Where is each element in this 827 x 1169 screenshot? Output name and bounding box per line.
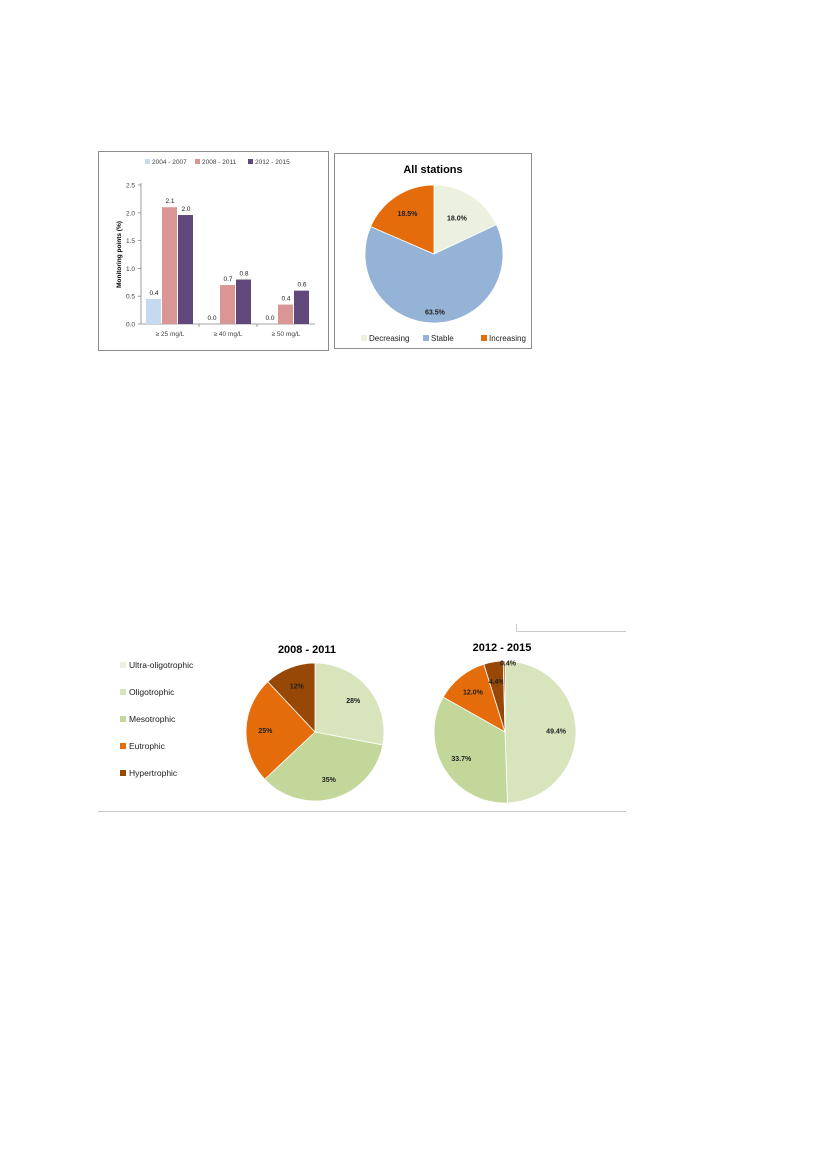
- legend-label: 2012 - 2015: [255, 159, 290, 166]
- legend-label: Increasing: [489, 334, 526, 343]
- bar: [220, 285, 235, 324]
- legend-swatch: [423, 335, 429, 341]
- bar-chart-panel: 2004 - 2007 2008 - 2011 2012 - 2015 0.0 0.5 1…: [98, 151, 329, 351]
- legend-swatch: [120, 743, 126, 749]
- pie-slice-label: 28%: [346, 698, 361, 705]
- legend-swatch: [145, 159, 150, 164]
- bar-chart: 2004 - 2007 2008 - 2011 2012 - 2015 0.0 0.5 1…: [116, 159, 315, 338]
- y-axis-title: Monitoring points (%): [116, 221, 123, 288]
- legend-swatch: [361, 335, 367, 341]
- y-tick-label: 1.0: [126, 266, 135, 273]
- pie-slice: [267, 662, 316, 734]
- pie-slice-label: 18.5%: [398, 211, 419, 218]
- bar-value-label: 0.0: [207, 315, 216, 322]
- legend-swatch: [120, 662, 126, 668]
- y-tick-label: 2.0: [126, 210, 135, 217]
- pie-slice-label: 18.0%: [447, 215, 468, 222]
- pie-slice-label: 0.4%: [500, 661, 517, 668]
- x-tick-label: ≥ 25 mg/L: [156, 331, 185, 338]
- pie-slice: [314, 662, 385, 746]
- bar-value-label: 0.7: [223, 276, 232, 283]
- legend-label: Decreasing: [369, 334, 409, 343]
- divider-line: [516, 624, 517, 632]
- y-tick-label: 2.5: [126, 183, 135, 190]
- bar-value-label: 0.0: [265, 315, 274, 322]
- y-tick-label: 1.5: [126, 238, 135, 245]
- bar-value-label: 0.8: [239, 271, 248, 278]
- pie-slice: [370, 184, 435, 255]
- bar-value-label: 0.6: [297, 282, 306, 289]
- x-tick-label: ≥ 40 mg/L: [214, 331, 243, 338]
- legend-swatch: [481, 335, 487, 341]
- pie-slice: [504, 660, 577, 804]
- pie-slice-label: 12.0%: [463, 690, 484, 697]
- pie-slice-label: 25%: [258, 728, 273, 735]
- legend-label: Hypertrophic: [129, 768, 178, 778]
- pie-slice: [433, 696, 508, 804]
- pie-slice-label: 33.7%: [451, 756, 472, 763]
- divider-line: [516, 631, 626, 632]
- chart-title: 2012 - 2015: [473, 642, 532, 654]
- chart-title: 2008 - 2011: [278, 644, 336, 656]
- chart-title: All stations: [403, 164, 462, 176]
- pie-slice: [264, 731, 384, 802]
- pie-slice: [364, 224, 504, 324]
- all-stations-pie-panel: All stations 18.0% 63.5% 18.5% Decreasing Sta…: [334, 153, 532, 349]
- pie-slice: [245, 681, 316, 780]
- y-tick-label: 0.0: [126, 322, 135, 329]
- bar: [278, 304, 293, 324]
- bar-value-label: 2.0: [181, 206, 190, 213]
- legend-swatch: [120, 770, 126, 776]
- bar: [146, 298, 161, 324]
- x-tick-label: ≥ 50 mg/L: [272, 331, 301, 338]
- bar-value-label: 0.4: [281, 296, 290, 303]
- legend-swatch: [120, 716, 126, 722]
- bar: [162, 207, 177, 324]
- legend-label: Ultra-oligotrophic: [129, 660, 194, 670]
- pie-slice: [433, 184, 497, 255]
- legend-label: Eutrophic: [129, 741, 166, 751]
- pie-slice-label: 49.4%: [546, 729, 567, 736]
- legend-label: 2008 - 2011: [202, 159, 237, 166]
- bar-value-label: 2.1: [165, 198, 174, 205]
- legend-swatch: [120, 689, 126, 695]
- pie-slice: [502, 660, 506, 733]
- pie-slice-label: 35%: [322, 777, 337, 784]
- bar-value-label: 0.4: [149, 290, 158, 297]
- legend-label: Mesotrophic: [129, 714, 176, 724]
- legend-label: Oligotrophic: [129, 687, 175, 697]
- divider-line: [98, 811, 382, 812]
- pie-slice-label: 4.4%: [489, 679, 506, 686]
- trophic-pies-panel: Ultra-oligotrophic Oligotrophic Mesotrophi…: [98, 628, 628, 814]
- pie-slice-label: 63.5%: [425, 309, 446, 316]
- legend-swatch: [195, 159, 200, 164]
- y-tick-label: 0.5: [126, 294, 135, 301]
- legend-swatch: [248, 159, 253, 164]
- legend-label: Stable: [431, 334, 454, 343]
- all-stations-pie-chart: All stations 18.0% 63.5% 18.5% Decreasing Sta…: [361, 164, 526, 343]
- legend-label: 2004 - 2007: [152, 159, 187, 166]
- bar: [178, 215, 193, 324]
- bar: [236, 279, 251, 324]
- trophic-pie-charts: Ultra-oligotrophic Oligotrophic Mesotrophi…: [120, 642, 577, 804]
- bar: [294, 290, 309, 324]
- pie-slice-label: 12%: [290, 683, 305, 690]
- divider-line: [382, 811, 626, 812]
